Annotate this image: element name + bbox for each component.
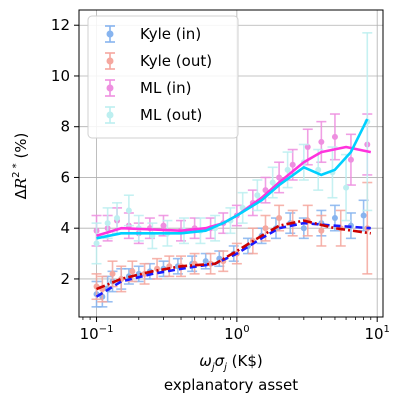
data-point bbox=[109, 270, 116, 277]
legend-marker bbox=[106, 84, 114, 92]
y-axis-label: ΔR2 * (%) bbox=[11, 133, 30, 200]
data-point bbox=[93, 240, 100, 247]
y-tick-label: 10 bbox=[51, 67, 70, 85]
data-point bbox=[318, 227, 325, 234]
data-point bbox=[360, 212, 367, 219]
data-point bbox=[129, 268, 136, 275]
data-point bbox=[202, 258, 209, 265]
x-axis-label-line2: explanatory asset bbox=[164, 376, 298, 394]
data-point bbox=[318, 138, 325, 145]
data-point bbox=[125, 207, 132, 214]
data-point bbox=[276, 174, 283, 181]
x-axis-label: ωjσj (K$) bbox=[199, 352, 263, 373]
data-point bbox=[276, 215, 283, 222]
data-point bbox=[315, 166, 322, 173]
x-tick-label: 100 bbox=[224, 324, 249, 343]
data-point bbox=[343, 184, 350, 191]
y-tick-label: 6 bbox=[60, 168, 70, 186]
data-point bbox=[262, 225, 269, 232]
data-point bbox=[254, 192, 261, 199]
fit-line bbox=[95, 221, 371, 298]
data-point bbox=[284, 166, 291, 173]
data-point bbox=[104, 220, 111, 227]
data-point bbox=[269, 179, 276, 186]
axes-frame bbox=[78, 9, 384, 318]
legend-label: Kyle (out) bbox=[140, 52, 212, 70]
legend-marker bbox=[106, 30, 114, 38]
data-point bbox=[289, 161, 296, 168]
x-tick-label: 101 bbox=[364, 324, 389, 343]
legend: Kyle (in) Kyle (out) ML (in) ML (out) bbox=[87, 15, 239, 139]
data-point bbox=[331, 133, 338, 140]
y-tick-label: 4 bbox=[60, 219, 70, 237]
legend-label: ML (in) bbox=[140, 79, 191, 97]
data-point bbox=[331, 215, 338, 222]
y-tick-label: 2 bbox=[60, 270, 70, 288]
data-point bbox=[347, 156, 354, 163]
legend-marker bbox=[106, 57, 114, 65]
legend-box bbox=[87, 15, 239, 139]
data-point bbox=[300, 225, 307, 232]
series-layer bbox=[91, 32, 373, 308]
data-point bbox=[304, 144, 311, 151]
data-point bbox=[160, 222, 167, 229]
data-point bbox=[114, 215, 121, 222]
legend-marker bbox=[106, 111, 114, 119]
fit-line bbox=[96, 118, 369, 240]
x-tick-label: 10−1 bbox=[80, 324, 114, 343]
y-tick-label: 8 bbox=[60, 118, 70, 136]
y-tick-label: 12 bbox=[51, 16, 70, 34]
legend-label: Kyle (in) bbox=[140, 25, 201, 43]
data-point bbox=[154, 265, 161, 272]
legend-label: ML (out) bbox=[140, 106, 202, 124]
